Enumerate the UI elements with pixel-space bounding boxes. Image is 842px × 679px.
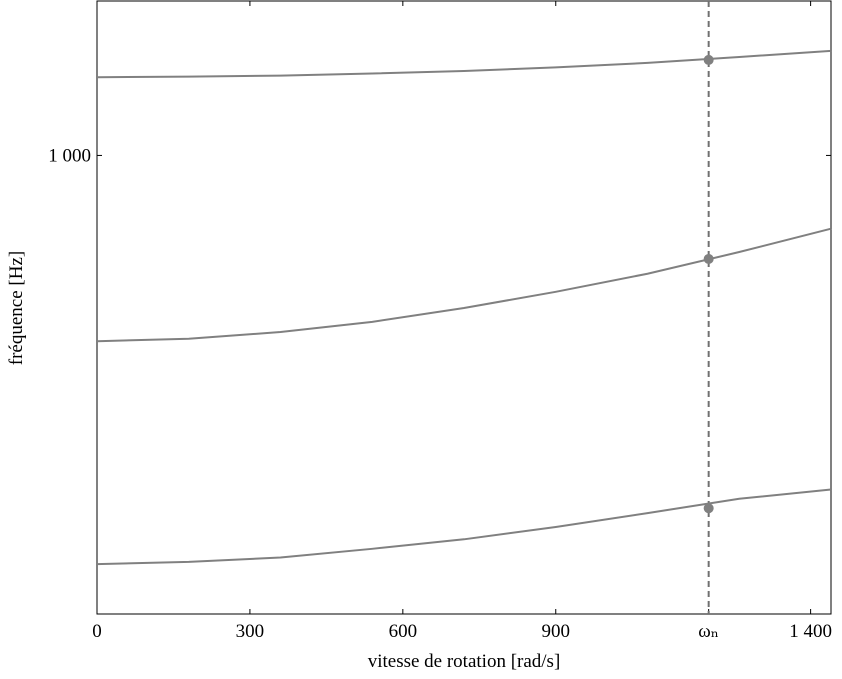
marker [703, 54, 714, 65]
x-axis-label: vitesse de rotation [rad/s] [368, 651, 561, 672]
x-tick-label: 600 [389, 621, 418, 642]
y-tick-label: 1 000 [48, 145, 91, 166]
series-line [96, 227, 832, 343]
y-axis-label: fréquence [Hz] [6, 251, 27, 365]
x-tick-label: ωₙ [698, 621, 719, 642]
x-tick-label: 0 [92, 621, 102, 642]
marker [703, 503, 714, 514]
marker [703, 253, 714, 264]
plot-frame [96, 0, 832, 615]
series-line [96, 488, 832, 566]
x-tick-label: 900 [542, 621, 571, 642]
series-line [96, 49, 832, 79]
x-tick-label: 1 400 [789, 621, 832, 642]
x-tick-label: 300 [236, 621, 265, 642]
